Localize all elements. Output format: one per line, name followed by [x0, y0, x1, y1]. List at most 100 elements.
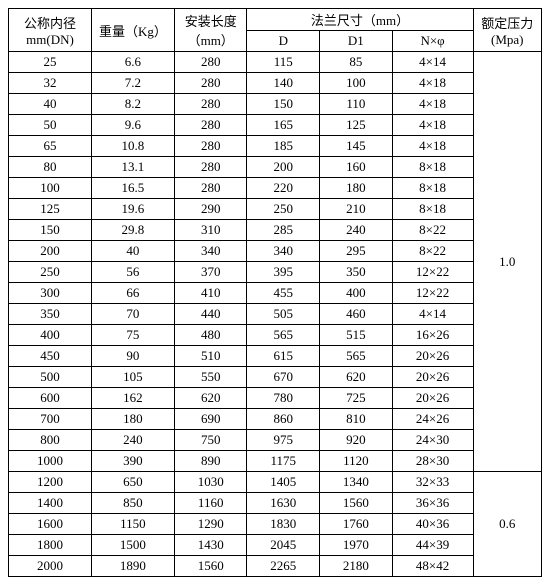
cell-wt: 70: [91, 304, 174, 325]
cell-wt: 1890: [91, 556, 174, 577]
table-row: 256.6280115854×141.0: [9, 52, 542, 73]
table-row: 200403403402958×22: [9, 241, 542, 262]
cell-nphi: 4×14: [392, 52, 473, 73]
cell-nphi: 12×22: [392, 262, 473, 283]
cell-nphi: 4×18: [392, 73, 473, 94]
cell-wt: 390: [91, 451, 174, 472]
cell-d: 165: [247, 115, 320, 136]
cell-d1: 100: [320, 73, 393, 94]
cell-d: 670: [247, 367, 320, 388]
table-row: 70018069086081024×26: [9, 409, 542, 430]
cell-wt: 66: [91, 283, 174, 304]
header-weight: 重量（Kg）: [91, 9, 174, 52]
cell-dn: 400: [9, 325, 92, 346]
cell-dn: 450: [9, 346, 92, 367]
table-row: 2505637039535012×22: [9, 262, 542, 283]
cell-dn: 500: [9, 367, 92, 388]
cell-d: 115: [247, 52, 320, 73]
header-dn: 公称内径 mm(DN): [9, 9, 92, 52]
header-pressure-line1: 额定压力: [481, 16, 533, 31]
cell-dn: 1800: [9, 535, 92, 556]
table-row: 10003908901175112028×30: [9, 451, 542, 472]
cell-dn: 600: [9, 388, 92, 409]
cell-dn: 1200: [9, 472, 92, 493]
cell-nphi: 36×36: [392, 493, 473, 514]
table-row: 10016.52802201808×18: [9, 178, 542, 199]
header-length-line2: （mm）: [188, 33, 234, 48]
cell-d: 185: [247, 136, 320, 157]
cell-len: 340: [174, 241, 247, 262]
cell-wt: 19.6: [91, 199, 174, 220]
cell-wt: 16.5: [91, 178, 174, 199]
cell-len: 370: [174, 262, 247, 283]
cell-d1: 620: [320, 367, 393, 388]
header-length-line1: 安装长度: [185, 14, 237, 29]
table-row: 140085011601630156036×36: [9, 493, 542, 514]
cell-len: 690: [174, 409, 247, 430]
cell-wt: 75: [91, 325, 174, 346]
cell-dn: 350: [9, 304, 92, 325]
cell-wt: 240: [91, 430, 174, 451]
table-row: 80024075097592024×30: [9, 430, 542, 451]
table-body: 256.6280115854×141.0327.22801401004×1840…: [9, 52, 542, 577]
cell-wt: 650: [91, 472, 174, 493]
cell-dn: 300: [9, 283, 92, 304]
cell-d: 285: [247, 220, 320, 241]
cell-wt: 7.2: [91, 73, 174, 94]
table-row: 50010555067062020×26: [9, 367, 542, 388]
cell-wt: 850: [91, 493, 174, 514]
cell-d1: 1760: [320, 514, 393, 535]
cell-len: 280: [174, 52, 247, 73]
cell-d1: 110: [320, 94, 393, 115]
cell-len: 480: [174, 325, 247, 346]
cell-dn: 40: [9, 94, 92, 115]
cell-wt: 1150: [91, 514, 174, 535]
cell-d1: 145: [320, 136, 393, 157]
cell-len: 1430: [174, 535, 247, 556]
cell-len: 620: [174, 388, 247, 409]
cell-nphi: 48×42: [392, 556, 473, 577]
cell-d1: 920: [320, 430, 393, 451]
table-row: 4007548056551516×26: [9, 325, 542, 346]
header-dn-line1: 公称内径: [24, 16, 76, 31]
cell-wt: 13.1: [91, 157, 174, 178]
header-d1: D1: [320, 31, 393, 52]
cell-nphi: 8×22: [392, 220, 473, 241]
cell-len: 550: [174, 367, 247, 388]
cell-nphi: 20×26: [392, 388, 473, 409]
cell-nphi: 28×30: [392, 451, 473, 472]
cell-len: 310: [174, 220, 247, 241]
table-row: 60016262078072520×26: [9, 388, 542, 409]
cell-d1: 515: [320, 325, 393, 346]
cell-d: 1175: [247, 451, 320, 472]
table-row: 1600115012901830176040×36: [9, 514, 542, 535]
cell-nphi: 8×18: [392, 157, 473, 178]
table-row: 6510.82801851454×18: [9, 136, 542, 157]
cell-dn: 1000: [9, 451, 92, 472]
cell-d: 340: [247, 241, 320, 262]
table-row: 2000189015602265218048×42: [9, 556, 542, 577]
cell-nphi: 4×18: [392, 115, 473, 136]
cell-d: 1405: [247, 472, 320, 493]
cell-len: 750: [174, 430, 247, 451]
cell-d1: 400: [320, 283, 393, 304]
cell-len: 1560: [174, 556, 247, 577]
cell-d1: 240: [320, 220, 393, 241]
cell-d: 395: [247, 262, 320, 283]
cell-wt: 40: [91, 241, 174, 262]
cell-dn: 80: [9, 157, 92, 178]
cell-nphi: 4×18: [392, 94, 473, 115]
cell-len: 410: [174, 283, 247, 304]
header-length: 安装长度 （mm）: [174, 9, 247, 52]
cell-wt: 162: [91, 388, 174, 409]
cell-dn: 700: [9, 409, 92, 430]
cell-nphi: 12×22: [392, 283, 473, 304]
cell-d1: 1120: [320, 451, 393, 472]
cell-nphi: 4×18: [392, 136, 473, 157]
cell-len: 440: [174, 304, 247, 325]
cell-d1: 160: [320, 157, 393, 178]
cell-nphi: 24×26: [392, 409, 473, 430]
header-dn-line2: mm(DN): [26, 32, 74, 47]
cell-nphi: 40×36: [392, 514, 473, 535]
cell-dn: 150: [9, 220, 92, 241]
